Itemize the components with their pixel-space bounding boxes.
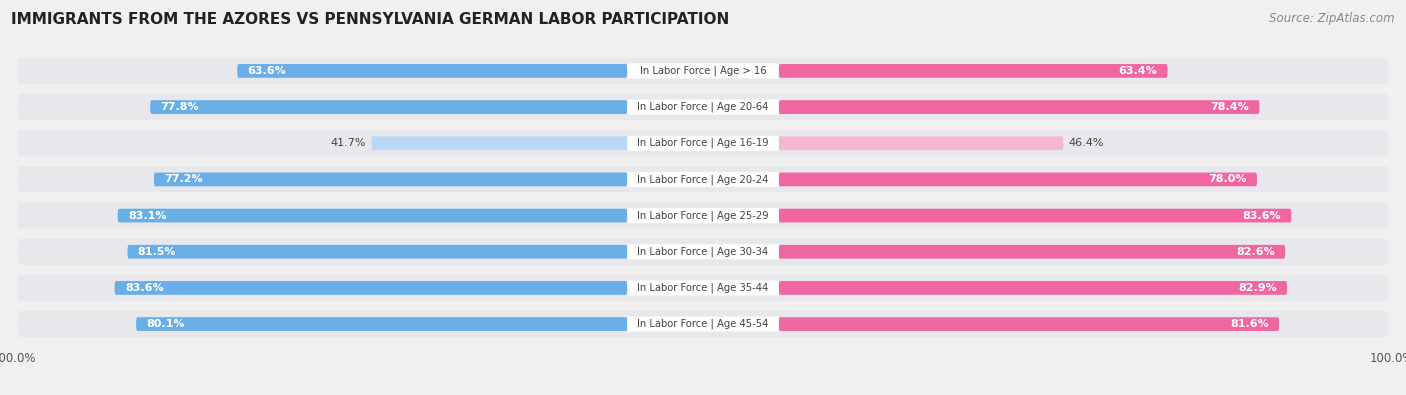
FancyBboxPatch shape [627,135,779,151]
FancyBboxPatch shape [627,244,779,260]
Text: In Labor Force | Age 16-19: In Labor Force | Age 16-19 [637,138,769,149]
Text: In Labor Force | Age > 16: In Labor Force | Age > 16 [640,66,766,76]
FancyBboxPatch shape [118,209,627,222]
FancyBboxPatch shape [627,316,779,332]
FancyBboxPatch shape [17,203,1389,229]
FancyBboxPatch shape [17,130,1389,156]
Text: Source: ZipAtlas.com: Source: ZipAtlas.com [1270,12,1395,25]
Text: 46.4%: 46.4% [1069,138,1104,148]
Text: 83.6%: 83.6% [125,283,163,293]
Text: 82.6%: 82.6% [1236,247,1275,257]
FancyBboxPatch shape [627,208,779,223]
Text: 78.4%: 78.4% [1211,102,1249,112]
FancyBboxPatch shape [779,64,1167,78]
FancyBboxPatch shape [627,172,779,187]
Text: 83.6%: 83.6% [1243,211,1281,220]
Text: IMMIGRANTS FROM THE AZORES VS PENNSYLVANIA GERMAN LABOR PARTICIPATION: IMMIGRANTS FROM THE AZORES VS PENNSYLVAN… [11,12,730,27]
Text: 80.1%: 80.1% [146,319,186,329]
FancyBboxPatch shape [17,58,1389,84]
FancyBboxPatch shape [779,281,1286,295]
FancyBboxPatch shape [17,94,1389,120]
FancyBboxPatch shape [779,245,1285,259]
FancyBboxPatch shape [17,166,1389,192]
Text: 78.0%: 78.0% [1208,175,1247,184]
Text: In Labor Force | Age 20-24: In Labor Force | Age 20-24 [637,174,769,185]
Text: In Labor Force | Age 25-29: In Labor Force | Age 25-29 [637,210,769,221]
FancyBboxPatch shape [371,136,627,150]
Text: In Labor Force | Age 45-54: In Labor Force | Age 45-54 [637,319,769,329]
Text: 63.6%: 63.6% [247,66,287,76]
Text: In Labor Force | Age 20-64: In Labor Force | Age 20-64 [637,102,769,112]
Text: 82.9%: 82.9% [1239,283,1277,293]
FancyBboxPatch shape [779,173,1257,186]
FancyBboxPatch shape [779,100,1260,114]
FancyBboxPatch shape [627,100,779,115]
FancyBboxPatch shape [627,280,779,295]
FancyBboxPatch shape [115,281,627,295]
FancyBboxPatch shape [627,63,779,79]
FancyBboxPatch shape [136,317,627,331]
Text: 83.1%: 83.1% [128,211,166,220]
FancyBboxPatch shape [17,311,1389,337]
FancyBboxPatch shape [153,173,627,186]
Text: 41.7%: 41.7% [330,138,366,148]
FancyBboxPatch shape [128,245,627,259]
FancyBboxPatch shape [779,317,1279,331]
FancyBboxPatch shape [779,209,1291,222]
Text: 63.4%: 63.4% [1118,66,1157,76]
Text: 77.2%: 77.2% [165,175,202,184]
Text: 77.8%: 77.8% [160,102,200,112]
Text: In Labor Force | Age 35-44: In Labor Force | Age 35-44 [637,283,769,293]
FancyBboxPatch shape [238,64,627,78]
Text: 81.6%: 81.6% [1230,319,1268,329]
FancyBboxPatch shape [17,275,1389,301]
Text: In Labor Force | Age 30-34: In Labor Force | Age 30-34 [637,246,769,257]
Text: 81.5%: 81.5% [138,247,176,257]
FancyBboxPatch shape [17,239,1389,265]
FancyBboxPatch shape [150,100,627,114]
FancyBboxPatch shape [779,136,1063,150]
